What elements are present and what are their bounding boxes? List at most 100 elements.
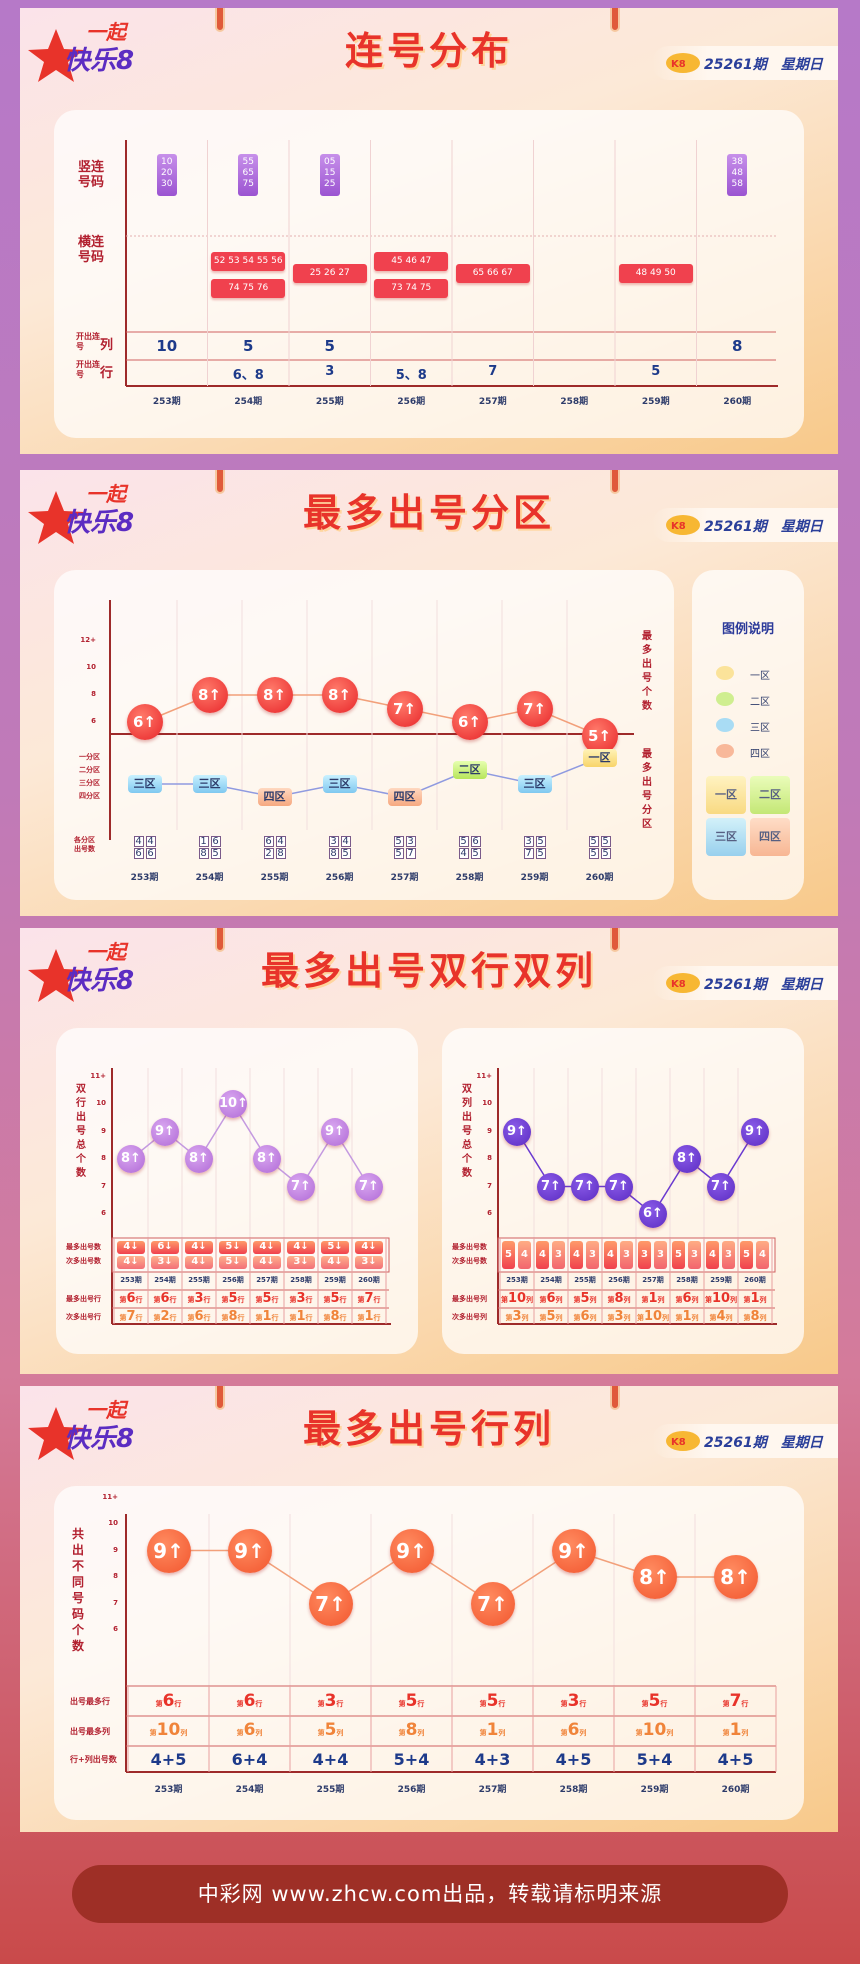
row-count-label: 开出连号行 <box>76 360 114 381</box>
y-tick: 9 <box>113 1545 118 1554</box>
vertical-number-group: 10 20 30 <box>156 154 177 196</box>
horizontal-number-group: 65 66 67 <box>455 264 530 283</box>
legend-grid-zone1: 一区 <box>706 776 746 814</box>
issue-tag: K8 25261期 星期日 <box>652 1424 838 1458</box>
max-zone-tag: 三区 <box>517 775 552 793</box>
total-ball: 8↑ <box>673 1145 701 1173</box>
section-title: 最多出号行列 <box>302 1407 555 1451</box>
total-ball: 7↑ <box>707 1172 735 1201</box>
zone-count-cell: 5 <box>588 848 599 859</box>
svg-text:K8: K8 <box>671 521 686 532</box>
second-count: 3 <box>620 1241 633 1269</box>
y-tick: 12+ <box>80 636 96 644</box>
best-value: 第7行 <box>357 1291 381 1306</box>
second-value: 第6行 <box>187 1309 211 1324</box>
y-tick: 10 <box>96 1099 106 1107</box>
period-label: 255期 <box>316 1785 345 1795</box>
top-col-value: 第8列 <box>398 1720 425 1740</box>
svg-text:一起: 一起 <box>86 20 129 44</box>
zone-count-cell: 5 <box>393 848 404 859</box>
distinct-ball: 8↑ <box>632 1555 677 1599</box>
period-label: 255期 <box>315 397 344 407</box>
row-label-b: 次多出号数 <box>452 1257 487 1265</box>
legend-grid: 一区 二区 三区 四区 <box>706 776 790 856</box>
zone-count-cell: 5 <box>458 836 469 847</box>
distinct-ball: 9↑ <box>389 1528 434 1573</box>
second-value: 第2行 <box>153 1309 177 1324</box>
period-label: 259期 <box>640 1785 669 1795</box>
issue-text: 25261期 星期日 <box>704 57 823 73</box>
y-tick: 6 <box>101 1209 106 1217</box>
period-label: 253期 <box>154 1785 183 1795</box>
logo: 一起 快乐8 <box>28 1398 134 1460</box>
top-col-value: 第10列 <box>149 1720 188 1740</box>
y-tick: 9 <box>101 1126 106 1135</box>
row-count-value: 3 <box>325 364 335 379</box>
issue-tag: K8 25261期 星期日 <box>652 966 838 1000</box>
period-label: 259期 <box>710 1276 732 1284</box>
second-value: 第5列 <box>539 1309 563 1324</box>
total-ball: 7↑ <box>571 1172 599 1201</box>
zone-count-label: 各分区出号数 <box>74 836 95 853</box>
second-value: 第6列 <box>573 1309 597 1324</box>
period-label: 260期 <box>744 1276 766 1284</box>
sum-value: 4+4 <box>312 1750 349 1769</box>
zone-count-cell: 2 <box>263 848 274 859</box>
zone-count-cell: 3 <box>523 836 534 847</box>
svg-text:快乐8: 快乐8 <box>64 46 134 76</box>
top-row-value: 第5行 <box>641 1691 668 1711</box>
zone-count-cell: 7 <box>405 848 416 859</box>
legend-swatch <box>716 666 734 680</box>
issue-tag: K8 25261期 星期日 <box>652 508 838 542</box>
zone-count-cell: 3 <box>405 836 416 847</box>
top-count: 4↓ <box>287 1241 315 1254</box>
best-value: 第10列 <box>500 1291 534 1306</box>
zone-tick: 三分区 <box>79 779 100 787</box>
top-row-value: 第5行 <box>398 1691 425 1711</box>
distinct-ball: 8↑ <box>713 1555 758 1599</box>
period-label: 260期 <box>358 1276 380 1284</box>
top-row-value: 第7行 <box>722 1691 749 1711</box>
horizontal-number-group: 52 53 54 55 56 57 <box>211 252 286 271</box>
distinct-ball: 7↑ <box>308 1581 353 1626</box>
top-count: 4↓ <box>253 1241 281 1254</box>
total-ball: 7↑ <box>287 1172 315 1201</box>
period-label: 253期 <box>506 1276 528 1284</box>
issue-text: 25261期 星期日 <box>704 1435 823 1451</box>
max-count-ball: 7↑ <box>386 690 423 727</box>
hanger-hook <box>215 8 225 32</box>
issue-tag: K8 25261期 星期日 <box>652 46 838 80</box>
y-tick: 8 <box>91 690 96 698</box>
row-label-c: 最多出号列 <box>452 1295 487 1303</box>
max-count-ball: 6↑ <box>126 704 163 740</box>
consecutive-grid <box>125 140 778 387</box>
top-count: 4↓ <box>355 1241 383 1254</box>
second-count: 3 <box>586 1241 599 1269</box>
max-zone-tag: 三区 <box>127 775 162 793</box>
second-count: 3 <box>552 1241 565 1269</box>
y-tick: 10 <box>86 663 96 671</box>
period-label: 259期 <box>324 1276 346 1284</box>
best-value: 第6列 <box>539 1291 563 1306</box>
svg-text:一起: 一起 <box>86 940 129 964</box>
col-count-value: 8 <box>732 337 743 355</box>
legend-grid-zone2: 二区 <box>750 776 790 814</box>
zone-count-cell: 6 <box>210 836 221 847</box>
max-zone-tag: 一区 <box>582 749 617 767</box>
legend-card: 图例说明 一区 二区 三区 四区 一区 二区 三区 四区 <box>692 570 804 900</box>
top-row-value: 第6行 <box>236 1691 263 1711</box>
total-ball: 9↑ <box>503 1117 531 1146</box>
top-count: 4↓ <box>117 1241 145 1254</box>
y-tick: 10 <box>108 1519 118 1527</box>
top-count: 4 <box>706 1241 719 1269</box>
double-row-card: 双行出号总个数 11+ 10 9 8 7 6 最多出号数 次多出号数 最多出号行 次多出号行 8↑ 4… <box>56 1028 418 1354</box>
period-label: 258期 <box>455 873 484 883</box>
top-count: 6↓ <box>151 1241 179 1254</box>
svg-text:一起: 一起 <box>86 1398 129 1422</box>
svg-text:快乐8: 快乐8 <box>64 508 134 538</box>
top-count: 5↓ <box>219 1241 247 1254</box>
second-count: 4↓ <box>117 1256 145 1269</box>
row-count-value: 5 <box>651 364 661 379</box>
total-ball: 9↑ <box>741 1117 769 1146</box>
section-double: 一起 快乐8 最多出号双行双列 K8 25261期 星期日 双行出号总个数 11… <box>20 928 838 1374</box>
